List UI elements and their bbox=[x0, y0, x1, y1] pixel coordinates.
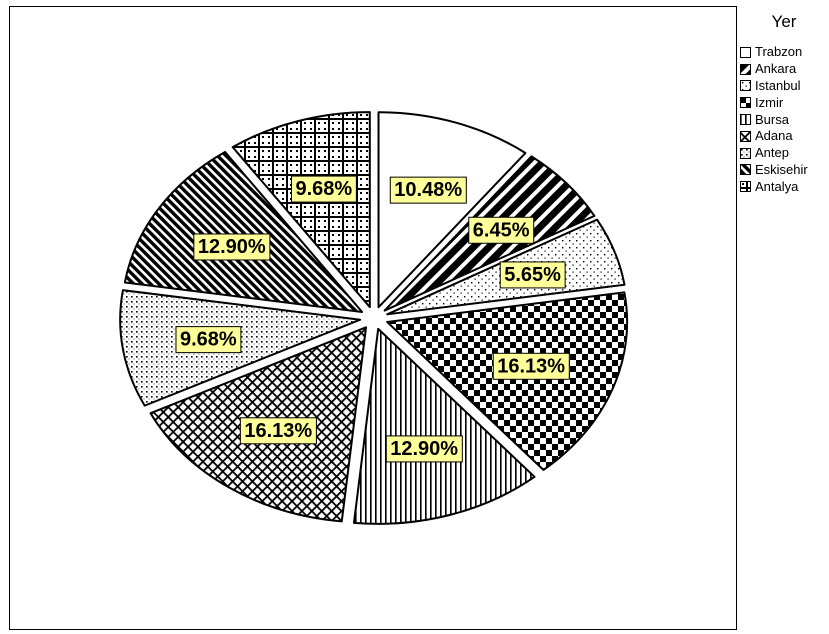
legend-item-bursa: Bursa bbox=[740, 111, 828, 128]
legend-swatch bbox=[740, 164, 751, 176]
legend: Yer Trabzon Ankara Istanbul Izmir Bursa Adana… bbox=[740, 12, 828, 195]
legend-item-istanbul: Istanbul bbox=[740, 78, 828, 95]
legend-label: Antep bbox=[755, 145, 789, 161]
legend-swatch bbox=[740, 63, 751, 75]
svg-text:9.68%: 9.68% bbox=[295, 178, 352, 200]
legend-swatch bbox=[740, 46, 751, 58]
legend-title: Yer bbox=[771, 12, 797, 31]
pie-slice-bursa bbox=[352, 327, 536, 525]
pie-slice-antalya bbox=[231, 111, 371, 309]
legend-label: Istanbul bbox=[755, 77, 801, 93]
data-label-antep: 9.68% bbox=[175, 326, 242, 354]
legend-label: Bursa bbox=[755, 111, 789, 127]
data-label-adana: 16.13% bbox=[239, 417, 317, 445]
legend-label: Trabzon bbox=[755, 44, 803, 60]
svg-text:9.68%: 9.68% bbox=[180, 329, 237, 351]
data-label-eskisehir: 12.90% bbox=[193, 233, 271, 261]
legend-swatch bbox=[740, 114, 751, 126]
legend-label: Izmir bbox=[755, 94, 784, 110]
legend-item-izmir: Izmir bbox=[740, 94, 828, 111]
data-label-istanbul: 5.65% bbox=[499, 261, 566, 289]
legend-item-ankara: Ankara bbox=[740, 61, 828, 78]
data-label-trabzon: 10.48% bbox=[389, 176, 467, 204]
data-label-bursa: 12.90% bbox=[385, 435, 463, 463]
svg-text:6.45%: 6.45% bbox=[473, 219, 530, 241]
pie-slice-trabzon bbox=[377, 111, 527, 309]
svg-text:12.90%: 12.90% bbox=[390, 438, 458, 460]
legend-swatch bbox=[740, 130, 751, 142]
legend-label: Eskisehir bbox=[755, 161, 808, 177]
data-label-izmir: 16.13% bbox=[492, 352, 570, 380]
legend-swatch bbox=[740, 181, 751, 193]
legend-label: Adana bbox=[755, 128, 793, 144]
svg-text:16.13%: 16.13% bbox=[497, 355, 565, 377]
pie-slice-eskisehir bbox=[123, 150, 364, 313]
pie-slice-izmir bbox=[386, 291, 629, 471]
legend-swatch bbox=[740, 147, 751, 159]
legend-swatch bbox=[740, 97, 751, 109]
data-label-ankara: 6.45% bbox=[468, 216, 535, 244]
legend-item-trabzon: Trabzon bbox=[740, 44, 828, 61]
legend-label: Antalya bbox=[755, 178, 799, 194]
legend-item-antep: Antep bbox=[740, 145, 828, 162]
legend-label: Ankara bbox=[755, 61, 797, 77]
legend-swatch bbox=[740, 80, 751, 92]
svg-text:10.48%: 10.48% bbox=[394, 179, 462, 201]
svg-text:5.65%: 5.65% bbox=[504, 264, 561, 286]
svg-text:16.13%: 16.13% bbox=[244, 420, 312, 442]
legend-item-antalya: Antalya bbox=[740, 178, 828, 195]
data-label-antalya: 9.68% bbox=[290, 175, 357, 203]
legend-item-adana: Adana bbox=[740, 128, 828, 145]
legend-item-eskisehir: Eskisehir bbox=[740, 162, 828, 179]
svg-text:12.90%: 12.90% bbox=[198, 236, 266, 258]
